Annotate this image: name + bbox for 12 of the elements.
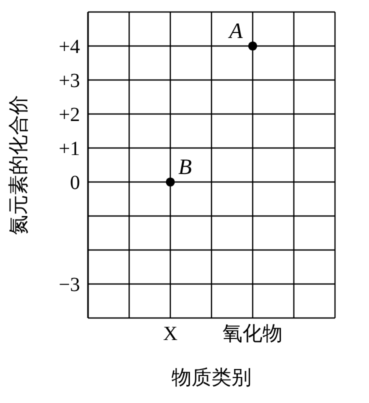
x-tick-label: 氧化物: [222, 323, 283, 346]
y-tick-label: +2: [58, 104, 80, 126]
y-tick-label: +3: [58, 70, 80, 92]
y-tick-label: +4: [58, 36, 80, 58]
y-tick-label: +1: [58, 138, 80, 160]
x-tick-label: X: [163, 323, 178, 346]
annotation: A: [227, 18, 244, 43]
y-tick-label: −3: [58, 274, 80, 296]
x-axis-title: 物质类别: [172, 367, 252, 389]
y-tick-label: 0: [70, 172, 80, 194]
annotation: B: [178, 154, 192, 179]
y-axis-title: 氮元素的化合价: [8, 95, 30, 235]
